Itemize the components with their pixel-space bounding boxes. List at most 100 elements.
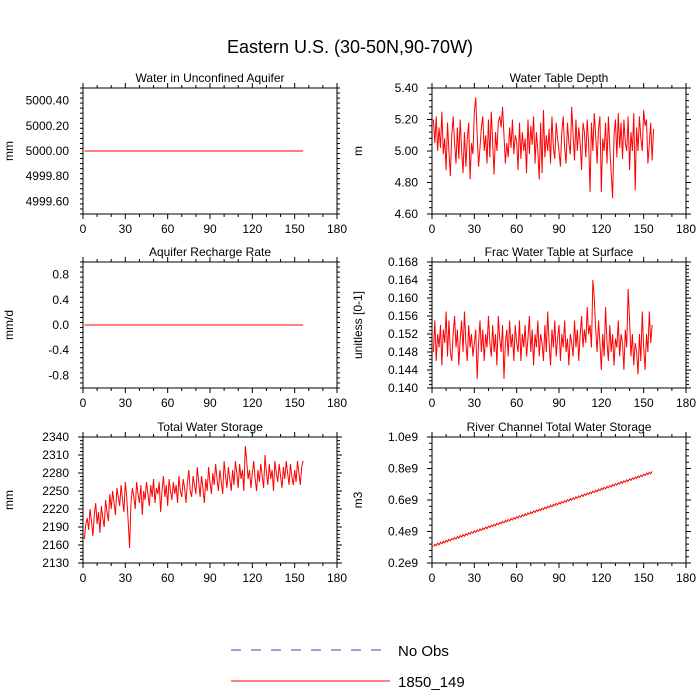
x-tick-label: 0 [429,222,436,236]
x-tick-label: 180 [327,222,347,236]
panel-title: Aquifer Recharge Rate [149,245,271,259]
x-tick-label: 90 [203,396,217,410]
x-tick-label: 0 [80,396,87,410]
y-tick-label: 0.0 [52,318,69,332]
panel-title: Total Water Storage [157,420,263,434]
y-tick-label: 2220 [42,502,69,516]
x-tick-label: 120 [242,222,262,236]
x-tick-label: 180 [327,571,347,585]
y-tick-label: 2310 [42,448,69,462]
y-tick-label: 4.60 [395,207,419,221]
y-tick-label: 5000.00 [26,144,70,158]
y-tick-label: 4999.60 [26,194,70,208]
plot-frame [431,436,687,564]
y-axis-label: mm [2,141,16,161]
x-tick-label: 90 [552,222,566,236]
y-tick-label: 0.6e9 [388,493,418,507]
panel-title: River Channel Total Water Storage [467,420,652,434]
x-tick-label: 180 [676,396,696,410]
panel-title: Water Table Depth [510,71,609,85]
x-tick-label: 90 [552,396,566,410]
x-tick-label: 120 [591,396,611,410]
y-tick-label: 2280 [42,466,69,480]
x-tick-label: 120 [242,571,262,585]
y-tick-label: 2190 [42,520,69,534]
x-tick-label: 180 [676,222,696,236]
y-tick-label: 5.00 [395,144,419,158]
legend: No Obs 1850_149 [231,643,465,691]
y-tick-label: 0.144 [388,363,418,377]
chart-panel-3: Aquifer Recharge Rate 0 30 60 90 120 150 180 -0.… [2,245,347,410]
y-tick-label: 4.80 [395,176,419,190]
y-axis-label: unitless [0-1] [351,291,365,359]
y-tick-label: 2130 [42,556,69,570]
y-tick-label: 0.164 [388,273,418,287]
x-tick-label: 150 [634,571,654,585]
x-tick-label: 120 [591,571,611,585]
y-axis-label: mm/d [2,310,16,340]
y-tick-label: 2340 [42,430,69,444]
chart-panels: Water in Unconfined Aquifer 0 30 60 90 120 150… [2,71,696,585]
series-line-1850_149 [432,471,653,547]
x-tick-label: 90 [552,571,566,585]
y-tick-label: 1.0e9 [388,430,418,444]
x-tick-label: 60 [510,571,524,585]
y-axis-label: mm [2,490,16,510]
y-tick-label: 0.8e9 [388,462,418,476]
series-line-1850_149 [432,97,655,199]
y-tick-label: 0.152 [388,327,418,341]
figure-title: Eastern U.S. (30-50N,90-70W) [227,37,473,57]
y-tick-label: 5000.20 [26,119,70,133]
plot-frame [82,436,338,564]
x-tick-label: 150 [285,571,305,585]
x-tick-label: 150 [634,222,654,236]
legend-label-1850-149: 1850_149 [398,674,465,691]
x-tick-label: 120 [591,222,611,236]
y-tick-label: 0.4e9 [388,525,418,539]
y-tick-label: 0.2e9 [388,556,418,570]
x-tick-label: 30 [119,396,133,410]
x-tick-label: 60 [161,396,175,410]
y-tick-label: 0.8 [52,268,69,282]
y-tick-label: 2250 [42,484,69,498]
chart-panel-1: Water in Unconfined Aquifer 0 30 60 90 120 150… [2,71,347,236]
panel-title: Water in Unconfined Aquifer [136,71,285,85]
chart-panel-6: River Channel Total Water Storage 0 30 60 90… [351,420,696,585]
chart-panel-5: Total Water Storage 0 30 60 90 120 150 180 2130 2… [2,420,347,585]
y-tick-label: 0.140 [388,381,418,395]
y-tick-label: 0.148 [388,345,418,359]
chart-panel-2: Water Table Depth 0 30 60 90 120 150 180 4.60 4.8… [351,71,696,236]
y-tick-label: 0.4 [52,293,69,307]
x-tick-label: 120 [242,396,262,410]
x-tick-label: 150 [285,396,305,410]
series-line-1850_149 [83,445,304,549]
x-tick-label: 0 [80,571,87,585]
y-tick-label: -0.8 [48,368,69,382]
y-tick-label: 2160 [42,538,69,552]
y-axis-label: m [351,146,365,156]
y-tick-label: 0.168 [388,255,418,269]
legend-label-no-obs: No Obs [398,643,449,660]
x-tick-label: 150 [285,222,305,236]
x-tick-label: 180 [676,571,696,585]
x-tick-label: 60 [161,571,175,585]
chart-panel-4: Frac Water Table at Surface 0 30 60 90 120 150… [351,245,696,410]
x-tick-label: 60 [510,222,524,236]
x-tick-label: 30 [119,222,133,236]
x-tick-label: 0 [80,222,87,236]
series-line-1850_149 [432,279,653,380]
y-tick-label: 0.156 [388,309,418,323]
x-tick-label: 30 [119,571,133,585]
x-tick-label: 60 [161,222,175,236]
y-axis-label: m3 [351,491,365,508]
x-tick-label: 30 [468,396,482,410]
x-tick-label: 30 [468,571,482,585]
y-tick-label: -0.4 [48,343,69,357]
x-tick-label: 0 [429,571,436,585]
y-tick-label: 5.20 [395,113,419,127]
x-tick-label: 0 [429,396,436,410]
panel-title: Frac Water Table at Surface [485,245,634,259]
y-tick-label: 4999.80 [26,169,70,183]
y-tick-label: 5000.40 [26,94,70,108]
